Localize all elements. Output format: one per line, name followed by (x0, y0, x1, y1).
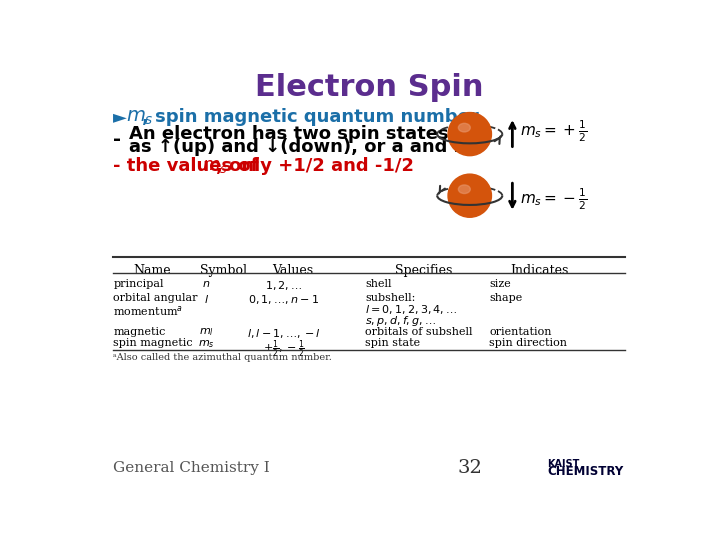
Text: Indicates: Indicates (510, 264, 569, 277)
Text: $n$: $n$ (202, 279, 210, 289)
Ellipse shape (460, 186, 480, 205)
Ellipse shape (458, 122, 482, 146)
Text: $l, l-1, \ldots, -l$: $l, l-1, \ldots, -l$ (247, 327, 320, 340)
Ellipse shape (462, 126, 477, 141)
Ellipse shape (461, 125, 478, 143)
Text: $m_s$: $m_s$ (127, 107, 154, 127)
Ellipse shape (463, 189, 476, 202)
Text: $l$: $l$ (204, 293, 209, 305)
Ellipse shape (452, 178, 487, 213)
Text: An electron has two spin states,: An electron has two spin states, (129, 125, 455, 143)
Text: Values: Values (272, 264, 314, 277)
Ellipse shape (462, 188, 477, 203)
Text: ►: ► (113, 108, 127, 126)
Ellipse shape (459, 185, 481, 206)
Text: $1, 2, \ldots$: $1, 2, \ldots$ (265, 279, 302, 292)
Ellipse shape (454, 180, 485, 211)
Ellipse shape (458, 184, 482, 207)
Text: General Chemistry I: General Chemistry I (113, 461, 270, 475)
Ellipse shape (467, 193, 472, 198)
Text: $m_l$: $m_l$ (199, 327, 214, 339)
Ellipse shape (459, 123, 481, 145)
Text: orbitals of subshell: orbitals of subshell (365, 327, 472, 336)
Text: magnetic: magnetic (113, 327, 166, 336)
Ellipse shape (463, 127, 476, 140)
Text: , only +1/2 and -1/2: , only +1/2 and -1/2 (216, 158, 414, 176)
Ellipse shape (454, 119, 485, 149)
Ellipse shape (456, 183, 483, 208)
Text: Specifies: Specifies (395, 264, 452, 277)
Ellipse shape (459, 185, 470, 193)
Ellipse shape (450, 176, 490, 215)
Text: spin state: spin state (365, 338, 420, 348)
Text: $+\frac{1}{2}, -\frac{1}{2}$: $+\frac{1}{2}, -\frac{1}{2}$ (263, 338, 305, 360)
Text: , spin magnetic quantum number: , spin magnetic quantum number (142, 108, 479, 126)
Ellipse shape (464, 190, 475, 201)
Ellipse shape (461, 187, 478, 204)
Ellipse shape (449, 113, 490, 154)
Text: shape: shape (489, 293, 523, 303)
Text: $m_s$: $m_s$ (198, 338, 215, 350)
Text: KAIST: KAIST (547, 458, 580, 469)
Ellipse shape (467, 132, 472, 136)
Text: Electron Spin: Electron Spin (255, 73, 483, 103)
Ellipse shape (456, 181, 484, 210)
Text: Symbol: Symbol (200, 264, 247, 277)
Ellipse shape (467, 131, 473, 137)
Ellipse shape (460, 124, 480, 144)
Ellipse shape (465, 130, 474, 138)
Text: $m_s$: $m_s$ (202, 158, 228, 176)
Text: - the values of: - the values of (113, 158, 265, 176)
Ellipse shape (452, 117, 487, 151)
Text: subshell:: subshell: (365, 293, 415, 303)
Ellipse shape (469, 194, 471, 197)
Ellipse shape (450, 114, 490, 153)
Text: Name: Name (133, 264, 171, 277)
Ellipse shape (465, 191, 474, 200)
Text: spin direction: spin direction (489, 338, 567, 348)
Ellipse shape (469, 133, 471, 135)
Text: momentum$^a$: momentum$^a$ (113, 303, 184, 318)
Text: size: size (489, 279, 511, 289)
Text: $m_s = -\frac{1}{2}$: $m_s = -\frac{1}{2}$ (520, 186, 588, 212)
Text: $s, p, d, f, g, \ldots$: $s, p, d, f, g, \ldots$ (365, 314, 436, 328)
Text: shell: shell (365, 279, 392, 289)
Text: orientation: orientation (489, 327, 552, 336)
Ellipse shape (454, 118, 486, 150)
Ellipse shape (456, 120, 484, 148)
Ellipse shape (449, 175, 490, 216)
Text: principal: principal (113, 279, 163, 289)
Ellipse shape (448, 174, 492, 217)
Text: ᵃAlso called the azimuthal quantum number.: ᵃAlso called the azimuthal quantum numbe… (113, 353, 332, 362)
Text: $0, 1, \ldots, n-1$: $0, 1, \ldots, n-1$ (248, 293, 319, 306)
Ellipse shape (467, 192, 473, 199)
Ellipse shape (459, 123, 470, 132)
Ellipse shape (451, 177, 488, 214)
Text: $m_s = +\frac{1}{2}$: $m_s = +\frac{1}{2}$ (520, 118, 588, 144)
Ellipse shape (454, 179, 486, 212)
Text: 32: 32 (457, 460, 482, 477)
Ellipse shape (456, 121, 483, 147)
Text: orbital angular: orbital angular (113, 293, 198, 303)
Text: $l = 0, 1, 2, 3, 4, \ldots$: $l = 0, 1, 2, 3, 4, \ldots$ (365, 303, 458, 316)
Ellipse shape (451, 116, 488, 152)
Ellipse shape (464, 129, 475, 139)
Text: spin magnetic: spin magnetic (113, 338, 193, 348)
Text: -: - (113, 130, 121, 149)
Ellipse shape (448, 112, 492, 156)
Text: as ↑(up) and ↓(down), or a and b.: as ↑(up) and ↓(down), or a and b. (129, 138, 473, 156)
Text: CHEMISTRY: CHEMISTRY (547, 465, 624, 478)
